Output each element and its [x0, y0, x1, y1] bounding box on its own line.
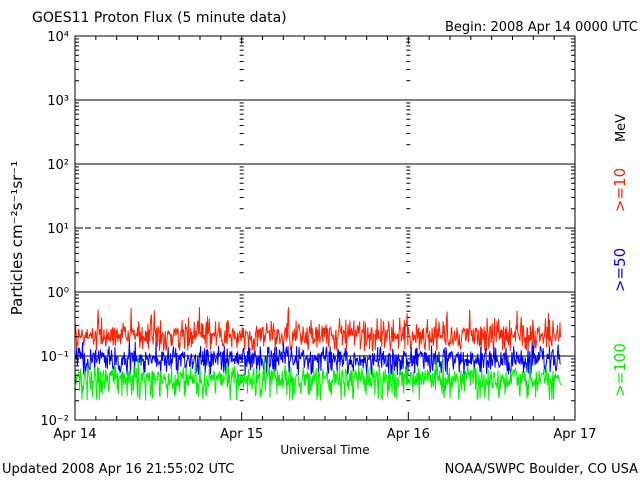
y-axis-ticks: 10⁻² 10⁻¹ 10⁰ 10¹ 10² 10³ 10⁴	[40, 30, 575, 429]
y-tick-label: 10¹	[47, 222, 69, 237]
updated-text: Updated 2008 Apr 16 21:55:02 UTC	[2, 462, 234, 477]
legend-label-1: >=50	[611, 248, 629, 292]
y-tick-label: 10⁰	[47, 286, 69, 301]
series-line-1	[74, 340, 561, 376]
gridlines	[75, 38, 575, 402]
legend-label-0: >=10	[611, 168, 629, 212]
y-tick-label: 10⁻¹	[40, 350, 69, 365]
x-tick-label: Apr 16	[387, 427, 430, 442]
series-line-0	[74, 307, 561, 352]
legend: >=10 >=50 >=100 MeV	[611, 114, 629, 397]
x-tick-label: Apr 15	[220, 427, 263, 442]
chart-title: GOES11 Proton Flux (5 minute data)	[32, 10, 287, 26]
data-series	[74, 307, 561, 401]
begin-label: Begin: 2008 Apr 14 0000 UTC	[445, 20, 638, 35]
x-axis-label: Universal Time	[280, 443, 369, 457]
y-tick-label: 10⁴	[47, 30, 69, 45]
legend-label-2: >=100	[611, 343, 629, 397]
legend-units-label: MeV	[614, 114, 629, 142]
y-tick-label: 10²	[47, 158, 69, 173]
y-axis-label: Particles cm⁻²s⁻¹sr⁻¹	[8, 161, 26, 315]
credit-text: NOAA/SWPC Boulder, CO USA	[445, 462, 638, 477]
y-tick-label: 10³	[47, 94, 69, 109]
x-tick-label: Apr 14	[53, 427, 96, 442]
series-line-2	[74, 356, 561, 401]
y-tick-label: 10⁻²	[40, 414, 69, 429]
x-axis-ticks: Apr 14 Apr 15 Apr 16 Apr 17	[53, 36, 597, 442]
x-tick-label: Apr 17	[553, 427, 596, 442]
